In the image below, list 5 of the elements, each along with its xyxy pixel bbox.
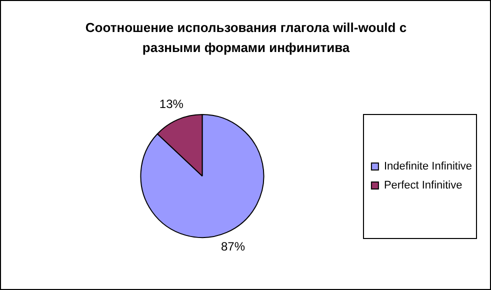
data-label: 87% <box>220 239 246 254</box>
legend-label: Perfect Infinitive <box>384 180 462 192</box>
legend-label: Indefinite Infinitive <box>384 160 472 173</box>
data-label: 13% <box>159 97 184 112</box>
chart-title: Соотношение использования глагола will-would с разными формами инфинитива <box>84 19 408 57</box>
